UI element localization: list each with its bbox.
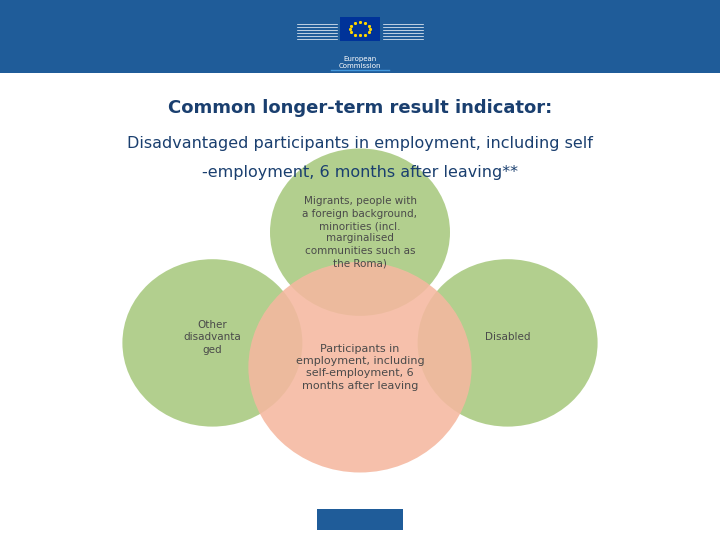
Bar [0, 0, 720, 73]
Text: European
Commission: European Commission [338, 56, 382, 69]
Text: Migrants, people with
a foreign background,
minorities (incl.
marginalised
commu: Migrants, people with a foreign backgrou… [302, 196, 418, 268]
Bar [317, 509, 403, 530]
Ellipse shape [418, 259, 598, 427]
Text: Participants in
employment, including
self-employment, 6
months after leaving: Participants in employment, including se… [296, 343, 424, 391]
Text: Other
disadvanta
ged: Other disadvanta ged [184, 320, 241, 355]
Ellipse shape [248, 262, 472, 472]
Text: Disabled: Disabled [485, 333, 531, 342]
Ellipse shape [270, 148, 450, 316]
Bar [340, 17, 380, 40]
Text: Common longer-term result indicator:: Common longer-term result indicator: [168, 99, 552, 117]
Ellipse shape [122, 259, 302, 427]
Text: -employment, 6 months after leaving**: -employment, 6 months after leaving** [202, 165, 518, 180]
Text: Disadvantaged participants in employment, including self: Disadvantaged participants in employment… [127, 136, 593, 151]
